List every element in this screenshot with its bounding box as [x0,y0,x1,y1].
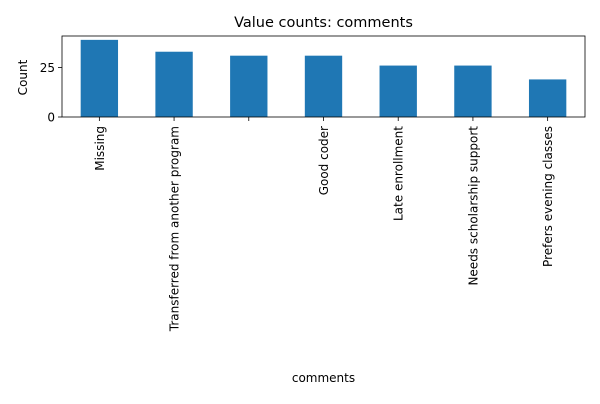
y-tick-label: 25 [40,61,55,75]
bar [80,39,119,117]
bar [304,55,343,117]
bar [155,51,193,117]
y-tick-label: 0 [47,111,55,125]
x-tick-label: Late enrollment [392,126,406,221]
y-axis-label: Count [16,59,30,95]
plot-area: 0 25 Missing Transferred from another progr… [40,35,586,332]
x-tick-label: Needs scholarship support [466,126,480,286]
x-tick-label: Missing [93,126,107,171]
bar [454,65,492,117]
chart-title: Value counts: comments [234,15,413,31]
x-tick-label: Prefers evening classes [541,126,555,267]
x-tick-label: Transferred from another program [168,126,182,332]
bar [528,79,567,117]
bar [379,65,417,117]
bar [230,55,268,117]
x-tick-label: Good coder [317,126,331,195]
x-axis-label: comments [292,371,355,385]
